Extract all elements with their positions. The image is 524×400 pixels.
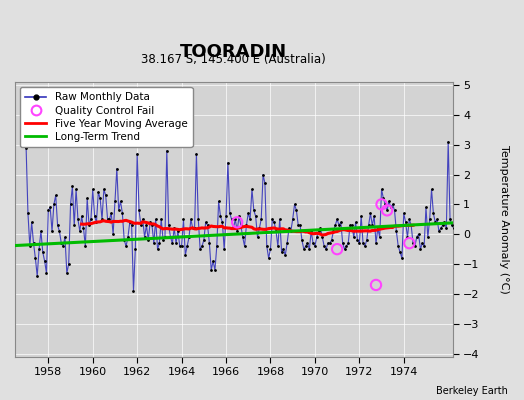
Point [372, 282, 380, 288]
Point [405, 240, 413, 246]
Y-axis label: Temperature Anomaly (°C): Temperature Anomaly (°C) [499, 145, 509, 294]
Point [377, 201, 386, 208]
Title: TOORADIN: TOORADIN [180, 43, 287, 61]
Point [233, 219, 242, 226]
Point [333, 246, 341, 252]
Point [383, 207, 391, 214]
Text: Berkeley Earth: Berkeley Earth [436, 386, 508, 396]
Legend: Raw Monthly Data, Quality Control Fail, Five Year Moving Average, Long-Term Tren: Raw Monthly Data, Quality Control Fail, … [20, 87, 192, 147]
Text: 38.167 S, 145.400 E (Australia): 38.167 S, 145.400 E (Australia) [141, 52, 326, 66]
